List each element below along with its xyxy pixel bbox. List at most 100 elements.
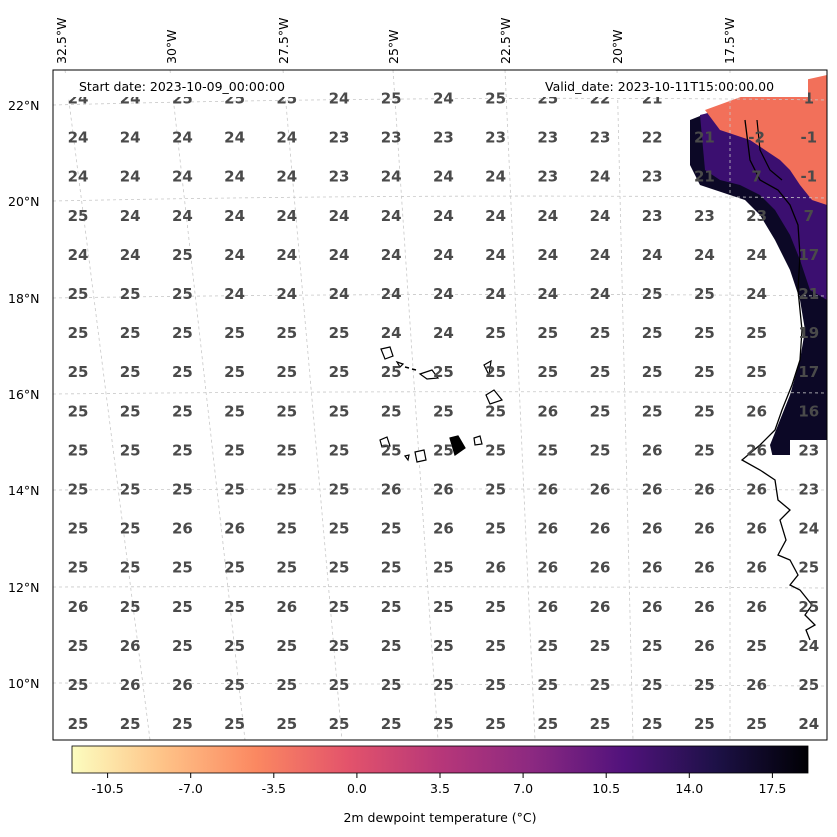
dewpoint-value: 26: [694, 520, 715, 538]
dewpoint-value: 25: [590, 715, 611, 733]
map-white-mask-right: [790, 440, 827, 740]
dewpoint-value: 25: [485, 363, 506, 381]
dewpoint-value: 26: [746, 481, 767, 499]
dewpoint-field-coastal-dark: [690, 95, 827, 740]
dewpoint-value: 25: [68, 402, 89, 420]
dewpoint-value: 26: [120, 637, 141, 655]
dewpoint-value: 24: [68, 168, 89, 186]
dewpoint-value: 23: [537, 129, 558, 147]
dewpoint-value: 25: [381, 715, 402, 733]
dewpoint-value: 24: [224, 246, 245, 264]
dewpoint-value: 23: [642, 168, 663, 186]
dewpoint-value: 24: [120, 246, 141, 264]
map-content: 24 24 25 25 25 24 25 24 25 25 22 21 1 24 24 24 24 24 23 23 2…: [53, 70, 827, 740]
dewpoint-value: 24: [485, 207, 506, 225]
dewpoint-value: 25: [120, 598, 141, 616]
dewpoint-value: 25: [172, 363, 193, 381]
dewpoint-value: 25: [798, 676, 819, 694]
dewpoint-value: 25: [329, 520, 350, 538]
dewpoint-value: 25: [590, 324, 611, 342]
dewpoint-value: 25: [120, 402, 141, 420]
dewpoint-value: 25: [68, 676, 89, 694]
dewpoint-value: 25: [642, 324, 663, 342]
dewpoint-value: 25: [381, 598, 402, 616]
dewpoint-value: 25: [329, 441, 350, 459]
dewpoint-value: 26: [746, 402, 767, 420]
dewpoint-value: 25: [694, 285, 715, 303]
lon-label-22-5w: 22.5°W: [498, 18, 513, 64]
dewpoint-value: 25: [120, 715, 141, 733]
dewpoint-value: 25: [276, 559, 297, 577]
dewpoint-value: 25: [68, 715, 89, 733]
dewpoint-value: 25: [694, 715, 715, 733]
latitude-labels: 22°N 20°N 18°N 16°N 14°N 12°N 10°N: [8, 98, 40, 691]
dewpoint-value: 25: [276, 676, 297, 694]
dewpoint-value: 25: [642, 676, 663, 694]
dewpoint-value: 24: [224, 168, 245, 186]
dewpoint-value: 25: [276, 715, 297, 733]
dewpoint-value: 25: [329, 715, 350, 733]
dewpoint-value: 25: [485, 520, 506, 538]
dewpoint-value: 25: [329, 402, 350, 420]
dewpoint-value: 24: [485, 285, 506, 303]
dewpoint-value: 26: [694, 598, 715, 616]
dewpoint-value: 23: [798, 481, 819, 499]
dewpoint-value: 26: [694, 559, 715, 577]
dewpoint-value: 25: [694, 324, 715, 342]
dewpoint-value: 24: [381, 207, 402, 225]
dewpoint-value: 24: [798, 715, 819, 733]
dewpoint-value: 24: [276, 207, 297, 225]
dewpoint-value: 24: [694, 246, 715, 264]
dewpoint-value: 25: [590, 676, 611, 694]
dewpoint-value: 25: [68, 285, 89, 303]
lat-label-12n: 12°N: [8, 580, 40, 595]
dewpoint-value: 25: [694, 402, 715, 420]
dewpoint-value: -2: [748, 129, 765, 147]
colorbar-tick-label: 0.0: [347, 781, 367, 796]
dewpoint-value: -1: [800, 129, 817, 147]
dewpoint-value: 25: [224, 324, 245, 342]
map-background: [53, 70, 827, 740]
dewpoint-value: 26: [537, 520, 558, 538]
dewpoint-field-warm: [705, 75, 827, 205]
dewpoint-value: 23: [642, 207, 663, 225]
dewpoint-value: 23: [746, 207, 767, 225]
dewpoint-value: 25: [276, 324, 297, 342]
dewpoint-value: 24: [276, 168, 297, 186]
dewpoint-value: 26: [694, 637, 715, 655]
dewpoint-value: 25: [329, 324, 350, 342]
dewpoint-value: 22: [642, 129, 663, 147]
dewpoint-value: 21: [798, 285, 819, 303]
lon-label-17-5w: 17.5°W: [722, 18, 737, 64]
dewpoint-value: 25: [224, 363, 245, 381]
dewpoint-value: 24: [224, 285, 245, 303]
dewpoint-value: 24: [120, 207, 141, 225]
dewpoint-value: 17: [798, 363, 819, 381]
dewpoint-value: 26: [590, 559, 611, 577]
dewpoint-value: 26: [172, 676, 193, 694]
dewpoint-value: 25: [433, 559, 454, 577]
dewpoint-value-grid: 24 24 25 25 25 24 25 24 25 25 22 21 1 24 24 24 24 24 23 23 2…: [68, 90, 820, 734]
dewpoint-value: 25: [485, 324, 506, 342]
dewpoint-value: 25: [537, 676, 558, 694]
lat-label-22n: 22°N: [8, 98, 40, 113]
cape-verde-islands: [379, 346, 504, 463]
dewpoint-value: 25: [172, 402, 193, 420]
dewpoint-value: 19: [798, 324, 819, 342]
dewpoint-value: 24: [120, 129, 141, 147]
dewpoint-value: 25: [485, 441, 506, 459]
dewpoint-value: 25: [590, 637, 611, 655]
dewpoint-value: 24: [329, 90, 350, 108]
dewpoint-value: 24: [746, 285, 767, 303]
lon-label-27-5w: 27.5°W: [276, 18, 291, 64]
dewpoint-value: 25: [120, 520, 141, 538]
dewpoint-value: 25: [120, 285, 141, 303]
dewpoint-value: 24: [537, 246, 558, 264]
dewpoint-value: 25: [694, 363, 715, 381]
dewpoint-value: 26: [537, 481, 558, 499]
dewpoint-value: 23: [329, 168, 350, 186]
dewpoint-value: 25: [68, 207, 89, 225]
dewpoint-value: 25: [485, 481, 506, 499]
dewpoint-value: 24: [68, 129, 89, 147]
dewpoint-value: 24: [590, 207, 611, 225]
